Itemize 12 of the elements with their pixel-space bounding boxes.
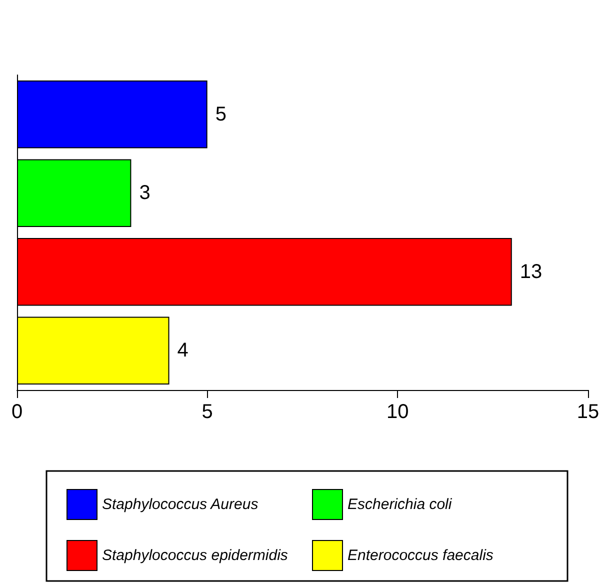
data-label: 3 bbox=[139, 182, 150, 204]
x-tick-label: 15 bbox=[576, 401, 600, 423]
x-tick-label: 0 bbox=[11, 401, 23, 423]
data-label: 4 bbox=[177, 340, 188, 362]
legend-label: Escherichia coli bbox=[348, 496, 452, 513]
legend-label: Staphylococcus epidermidis bbox=[102, 547, 288, 564]
data-label: 13 bbox=[520, 260, 542, 283]
data-label: 5 bbox=[215, 103, 226, 126]
legend-label: Enterococcus faecalis bbox=[348, 547, 494, 564]
x-tick-label: 5 bbox=[202, 401, 213, 423]
x-tick-label: 10 bbox=[386, 401, 409, 423]
legend-label: Staphylococcus Aureus bbox=[102, 496, 259, 513]
